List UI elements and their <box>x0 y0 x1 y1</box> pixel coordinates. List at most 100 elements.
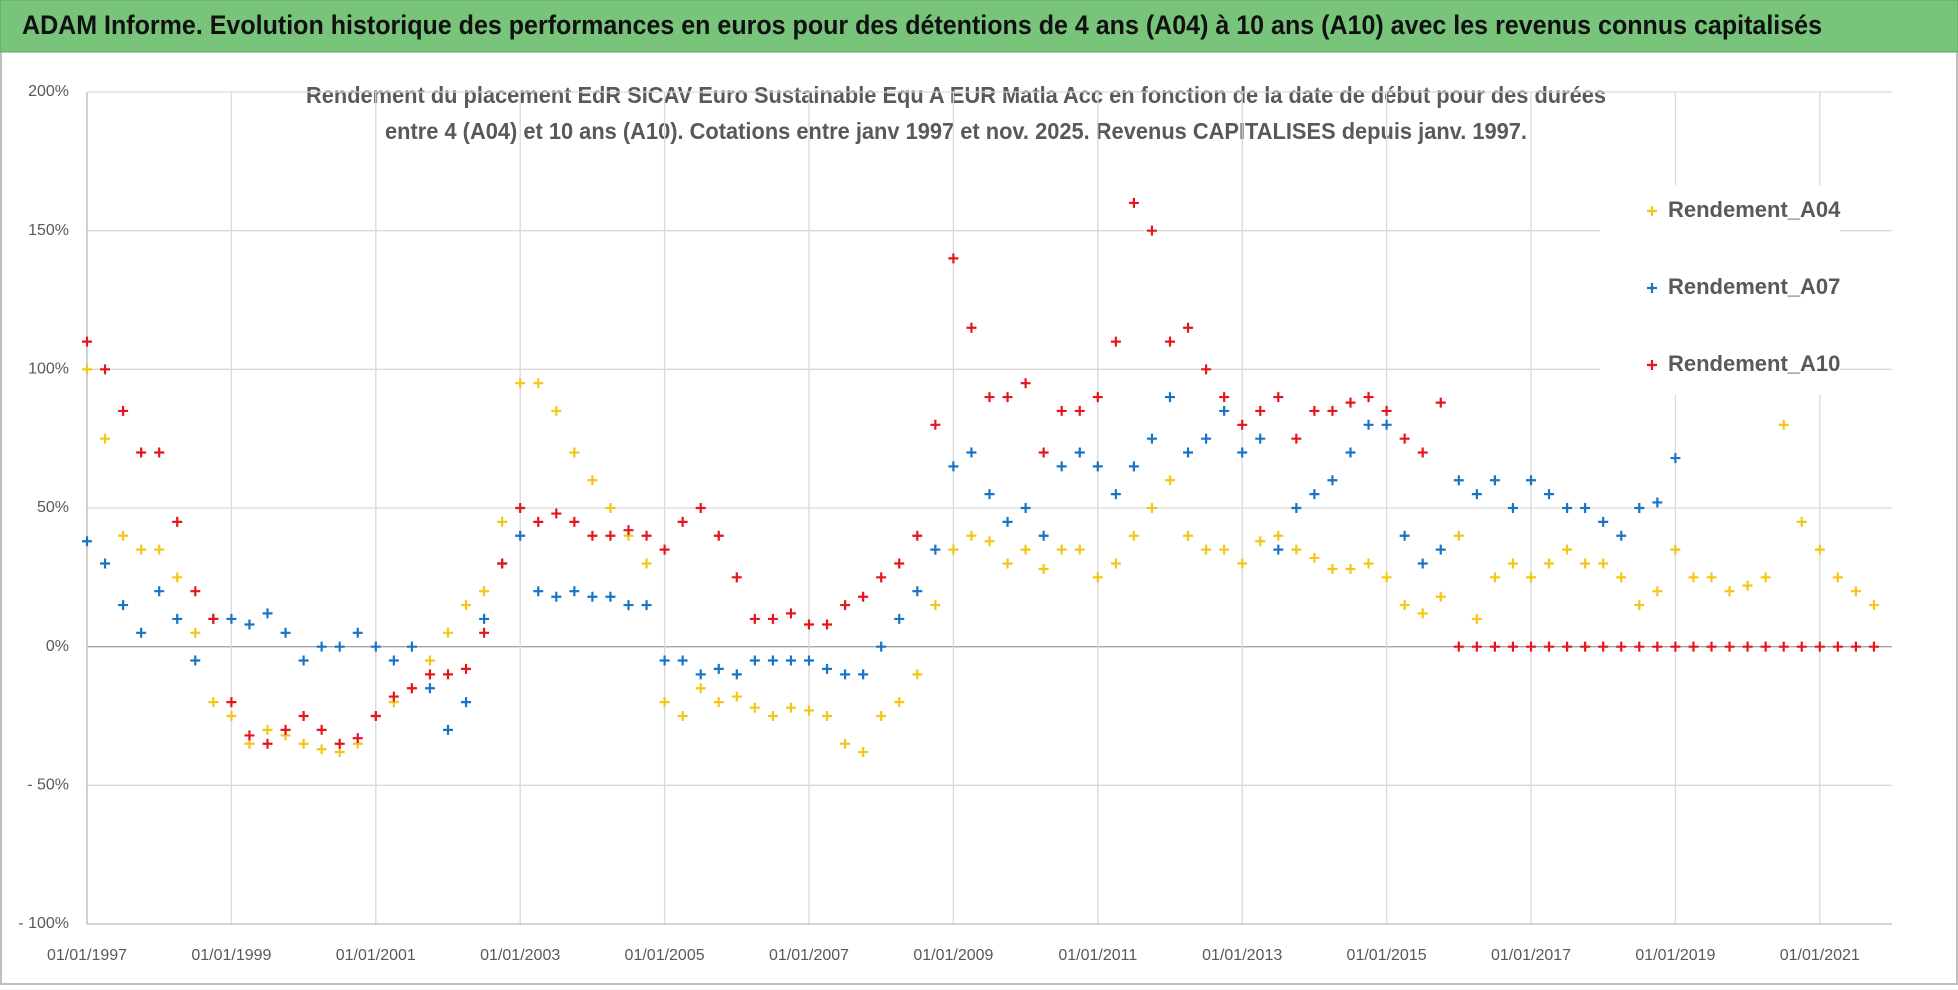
point <box>1219 405 1230 416</box>
point <box>966 530 977 541</box>
legend-label: Rendement_A07 <box>1668 274 1840 299</box>
point <box>533 516 544 527</box>
point <box>1291 503 1302 513</box>
point <box>1327 405 1338 416</box>
point <box>641 600 652 611</box>
y-tick-label: 100% <box>28 361 69 378</box>
point <box>1580 503 1591 513</box>
point <box>479 586 490 597</box>
x-tick-label: 01/01/2011 <box>1058 947 1137 964</box>
point <box>1544 489 1555 500</box>
x-tick-label: 01/01/2015 <box>1347 947 1427 964</box>
point <box>100 433 111 444</box>
point <box>479 627 490 638</box>
point <box>1850 586 1861 597</box>
point <box>154 586 165 597</box>
point <box>1183 322 1194 333</box>
point <box>767 711 778 721</box>
point <box>1634 600 1645 611</box>
point <box>984 392 995 403</box>
point <box>1237 558 1248 569</box>
point <box>1020 503 1031 513</box>
point <box>352 627 363 638</box>
point <box>244 619 255 630</box>
point <box>1399 433 1410 444</box>
point <box>1092 461 1103 472</box>
point <box>930 544 941 555</box>
y-tick-label: 50% <box>37 499 69 516</box>
point <box>641 558 652 569</box>
legend-box <box>1600 185 1840 395</box>
point <box>1165 392 1175 403</box>
point <box>1219 392 1230 403</box>
point <box>1345 447 1356 458</box>
point <box>118 530 129 541</box>
point <box>1760 641 1771 652</box>
point <box>641 530 652 541</box>
point <box>388 691 399 702</box>
y-tick-label: - 100% <box>18 915 69 932</box>
point <box>659 655 670 666</box>
point <box>912 669 923 680</box>
point <box>1688 572 1699 583</box>
point <box>190 627 201 638</box>
point <box>858 747 869 758</box>
point <box>966 447 977 458</box>
point <box>280 627 291 638</box>
point <box>1110 489 1121 500</box>
point <box>443 627 453 638</box>
point <box>1507 503 1518 513</box>
point <box>370 641 381 652</box>
x-tick-label: 01/01/2017 <box>1491 947 1571 964</box>
point <box>840 669 851 680</box>
point <box>1002 392 1013 403</box>
point <box>1634 641 1645 652</box>
point <box>1489 641 1500 652</box>
point <box>1110 558 1121 569</box>
point <box>785 655 796 666</box>
point <box>461 697 472 708</box>
point <box>1616 530 1627 541</box>
point <box>1760 572 1771 583</box>
y-tick-label: 150% <box>28 222 69 239</box>
header-bar <box>0 0 1958 53</box>
point <box>587 530 598 541</box>
point <box>424 669 435 680</box>
point <box>388 655 399 666</box>
point <box>1363 392 1374 403</box>
point <box>1544 641 1555 652</box>
point <box>443 669 453 680</box>
header-title: ADAM Informe. Evolution historique des p… <box>22 10 1822 40</box>
point <box>334 738 345 749</box>
point <box>1796 516 1807 527</box>
point <box>1273 544 1284 555</box>
point <box>785 702 796 713</box>
point <box>280 724 291 735</box>
point <box>190 655 201 666</box>
point <box>1146 433 1157 444</box>
point <box>334 641 345 652</box>
point <box>1056 461 1067 472</box>
point <box>406 641 417 652</box>
point <box>876 572 887 583</box>
point <box>1110 336 1121 347</box>
point <box>1237 447 1248 458</box>
point <box>605 503 616 513</box>
point <box>1273 392 1284 403</box>
point <box>1562 641 1573 652</box>
point <box>1255 433 1266 444</box>
point <box>1453 475 1464 486</box>
point <box>82 336 92 347</box>
point <box>1146 225 1157 236</box>
point <box>1381 419 1392 430</box>
point <box>677 655 688 666</box>
point <box>1074 544 1085 555</box>
point <box>894 613 905 624</box>
point <box>1146 503 1157 513</box>
x-tick-label: 01/01/2001 <box>336 947 416 964</box>
point <box>1038 530 1049 541</box>
point <box>515 503 526 513</box>
point <box>785 608 796 619</box>
point <box>316 724 327 735</box>
point <box>424 683 435 694</box>
